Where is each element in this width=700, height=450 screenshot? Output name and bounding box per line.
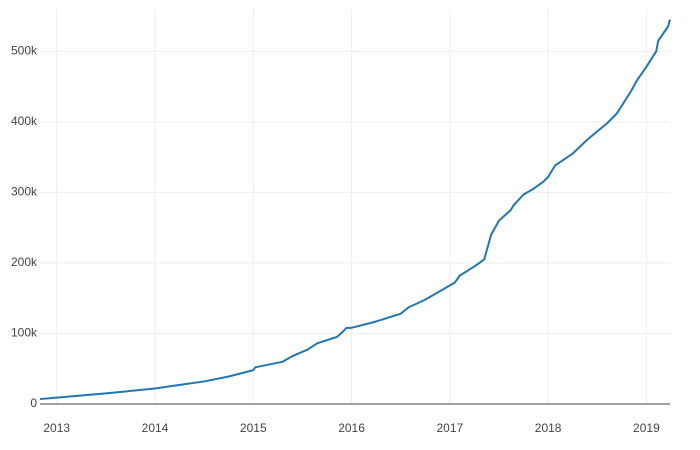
- y-tick-label: 200k: [11, 255, 38, 269]
- x-tick-label: 2015: [240, 421, 267, 435]
- y-tick-label: 0: [30, 396, 37, 410]
- y-tick-label: 300k: [11, 185, 38, 199]
- y-tick-label: 400k: [11, 114, 38, 128]
- x-tick-label: 2016: [338, 421, 365, 435]
- x-tick-label: 2019: [633, 421, 660, 435]
- y-tick-label: 100k: [11, 326, 38, 340]
- data-line: [39, 19, 671, 401]
- x-tick-label: 2018: [535, 421, 562, 435]
- x-tick-label: 2013: [43, 421, 70, 435]
- x-tick-label: 2014: [142, 421, 169, 435]
- y-tick-label: 500k: [11, 43, 38, 57]
- x-tick-label: 2017: [436, 421, 463, 435]
